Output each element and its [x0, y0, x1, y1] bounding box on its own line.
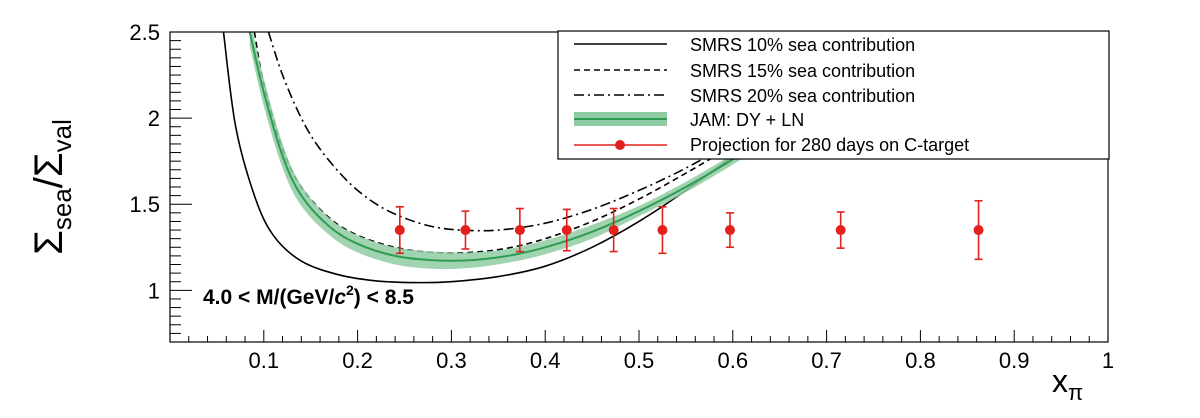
- plot-area: [222, 32, 984, 284]
- mass-range-annotation: 4.0 < M/(GeV/c2) < 8.5: [203, 282, 414, 309]
- x-tick-label-0.5: 0.5: [624, 348, 655, 373]
- projection-point-1: [460, 225, 471, 236]
- legend-label-smrs-10: SMRS 10% sea contribution: [690, 35, 915, 55]
- legend-label-smrs-15: SMRS 15% sea contribution: [690, 61, 915, 81]
- y-tick-label-2.5: 2.5: [129, 20, 160, 45]
- y-tick-label-1: 1: [148, 278, 160, 303]
- legend-swatch-projection-marker: [615, 140, 625, 150]
- jam-central-curve: [248, 32, 781, 262]
- projection-point-2: [514, 225, 525, 236]
- projection-point-6: [724, 225, 735, 236]
- x-tick-label-0.8: 0.8: [905, 348, 936, 373]
- projection-point-5: [657, 225, 668, 236]
- projection-point-0: [394, 225, 405, 236]
- projection-point-4: [608, 225, 619, 236]
- legend-label-jam: JAM: DY + LN: [690, 110, 804, 130]
- x-tick-label-0.4: 0.4: [530, 348, 561, 373]
- jam-uncertainty-band: [249, 32, 780, 270]
- x-tick-label-0.9: 0.9: [999, 348, 1030, 373]
- x-axis: 0.1 0.2 0.3 0.4 0.5 0.6 0.7 0.8 0.9 1: [188, 330, 1114, 373]
- series-2-curve: [267, 32, 781, 232]
- y-axis: 1 1.5 2 2.5: [129, 20, 192, 334]
- y-tick-label-1.5: 1.5: [129, 192, 160, 217]
- series-0-curve: [222, 32, 781, 284]
- projection-point-3: [561, 225, 572, 236]
- x-tick-label-0.7: 0.7: [811, 348, 842, 373]
- x-axis-title: xπ: [1052, 363, 1083, 405]
- y-axis-title: Σsea/Σval: [27, 119, 77, 255]
- x-tick-label-0.1: 0.1: [249, 348, 280, 373]
- legend: SMRS 10% sea contribution SMRS 15% sea c…: [557, 30, 1110, 160]
- projection-point-8: [973, 225, 984, 236]
- x-tick-label-0.6: 0.6: [718, 348, 749, 373]
- legend-label-smrs-20: SMRS 20% sea contribution: [690, 86, 915, 106]
- x-tick-label-1: 1: [1102, 348, 1114, 373]
- x-tick-label-0.2: 0.2: [342, 348, 373, 373]
- y-tick-label-2: 2: [148, 106, 160, 131]
- projection-point-7: [835, 225, 846, 236]
- legend-label-projection: Projection for 280 days on C-target: [690, 135, 969, 155]
- x-tick-label-0.3: 0.3: [436, 348, 467, 373]
